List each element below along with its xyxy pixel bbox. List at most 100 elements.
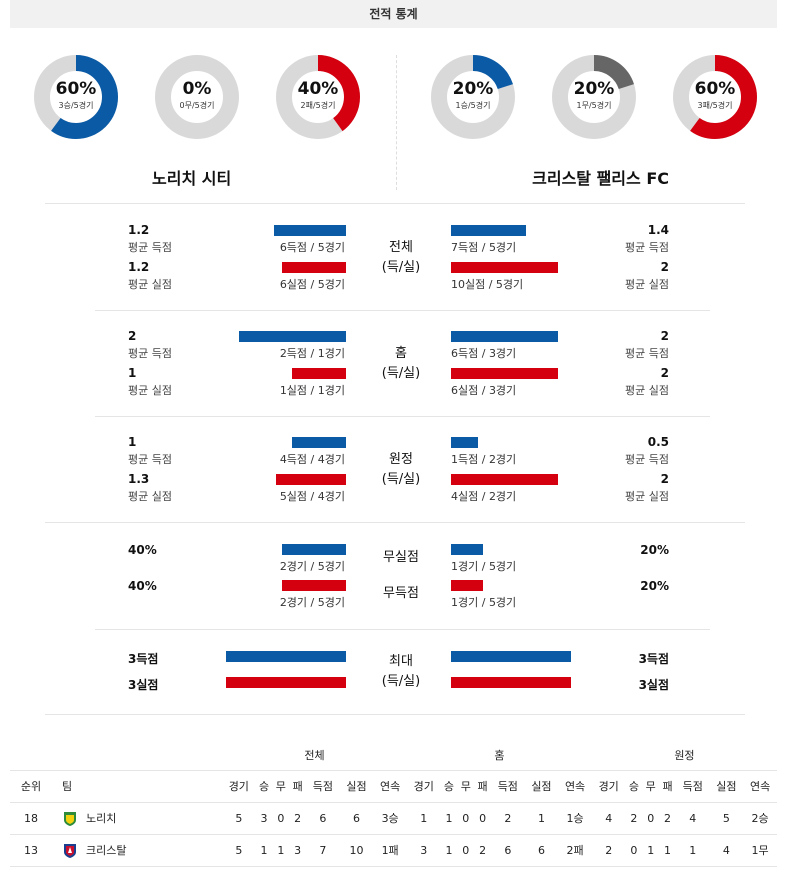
column-header: 팀: [52, 770, 222, 803]
stat-cell: 4: [709, 834, 744, 867]
stat-cell: 6: [339, 802, 374, 835]
away-scored-caption: 7득점 / 5경기: [451, 241, 517, 254]
table-row[interactable]: 13 크리스탈 5 1 1 3 7 10 1패 3 1 0 2 6 6 2패 2 0 1 1 1 4 1무: [10, 834, 777, 867]
donut-ring: [552, 55, 636, 139]
column-header: 실점: [524, 770, 559, 803]
home-conceded-bar: [282, 262, 346, 273]
column-header: 경기: [591, 770, 626, 803]
away-clean-sheet-pct: 20%: [640, 543, 669, 557]
column-header: 무: [272, 770, 290, 803]
stat-cell: 1: [406, 802, 441, 835]
donut-arc: [673, 55, 757, 139]
home-conceded-bar: [276, 474, 346, 485]
donut-ring: [155, 55, 239, 139]
section-subtitle: (득/실): [381, 260, 421, 275]
column-header: 득점: [491, 770, 525, 803]
home-max-scored: 3득점: [128, 652, 159, 666]
team-name[interactable]: 크리스탈: [86, 843, 127, 857]
home-team-name: 노리치 시티: [152, 169, 232, 188]
away-scored-bar: [451, 331, 558, 342]
donut-arc: [431, 55, 515, 139]
stat-cell: 3: [289, 834, 307, 867]
home-clean-sheet-caption: 2경기 / 5경기: [279, 560, 345, 573]
away-avg-scored: 0.5: [647, 435, 669, 449]
donut-caption: 0무/5경기: [179, 101, 215, 110]
home-scored-bar: [239, 331, 346, 342]
crystal-palace-crest-icon: [62, 843, 78, 859]
away-draw-donut: 20% 1무/5경기: [552, 55, 636, 139]
away-scored-bar: [451, 437, 478, 448]
donut-ring: [276, 55, 360, 139]
stat-cell: 4: [675, 802, 710, 835]
stat-cell: 3: [255, 802, 273, 835]
home-avg-scored-label: 평균 득점: [128, 241, 172, 254]
stat-cell: 1: [659, 834, 676, 867]
column-header: 연속: [743, 770, 777, 803]
donut-arc: [276, 55, 360, 139]
stat-cell: 1승: [558, 802, 592, 835]
home-scored-bar: [292, 437, 346, 448]
home-avg-conceded: 1: [128, 366, 137, 380]
away-avg-scored-label: 평균 득점: [625, 453, 669, 466]
table-row[interactable]: 18 노리치 5 3 0 2 6 6 3승 1 1 0 0 2 1 1승 4 2 0 2 4 5 2승: [10, 802, 777, 835]
away-max-conceded: 3실점: [638, 678, 669, 692]
team-cell: 크리스탈: [52, 834, 222, 867]
donut-caption: 3패/5경기: [697, 101, 733, 110]
team-name[interactable]: 노리치: [86, 811, 117, 825]
donut-percent: 0%: [182, 79, 212, 99]
stat-cell: 0: [625, 834, 643, 867]
stat-cell: 10: [339, 834, 374, 867]
home-failed-score-bar: [282, 580, 346, 591]
donut-percent: 60%: [55, 79, 97, 99]
home-avg-scored: 2: [128, 329, 137, 343]
column-header: 승: [255, 770, 273, 803]
donut-caption: 1승/5경기: [455, 101, 491, 110]
home-scored-bar: [274, 225, 346, 236]
home-avg-scored-label: 평균 득점: [128, 347, 172, 360]
column-header: 승: [625, 770, 643, 803]
away-avg-scored-label: 평균 득점: [625, 241, 669, 254]
home-avg-conceded-label: 평균 실점: [128, 278, 172, 291]
away-clean-sheet-caption: 1경기 / 5경기: [451, 560, 517, 573]
away-max-conceded-bar: [451, 677, 571, 688]
home-max-scored-bar: [226, 651, 346, 662]
away-conceded-bar: [451, 368, 558, 379]
column-header: 패: [474, 770, 491, 803]
stat-cell: 0: [457, 834, 475, 867]
away-failed-score-caption: 1경기 / 5경기: [451, 596, 517, 609]
stat-cell: 0: [272, 802, 290, 835]
stat-cell: 1패: [373, 834, 407, 867]
stat-cell: 6: [306, 802, 340, 835]
table-header-row: 순위 팀 경기 승 무 패 득점 실점 연속 경기 승 무 패 득점 실점 연속 경기 승 무 패 득점 실점 연속: [10, 770, 777, 803]
stat-cell: 5: [709, 802, 744, 835]
stat-cell: 0: [642, 802, 660, 835]
away-conceded-caption: 4실점 / 2경기: [451, 490, 517, 503]
divider: [45, 522, 745, 523]
away-scored-bar: [451, 225, 526, 236]
home-conceded-caption: 5실점 / 4경기: [279, 490, 345, 503]
away-scored-caption: 1득점 / 2경기: [451, 453, 517, 466]
home-avg-conceded: 1.2: [128, 260, 150, 274]
stat-cell: 1: [255, 834, 273, 867]
home-avg-conceded: 1.3: [128, 472, 150, 486]
away-failed-score-pct: 20%: [640, 579, 669, 593]
donut-percent: 20%: [573, 79, 615, 99]
stats-header: 전적 통계: [10, 0, 777, 28]
column-header: 무: [642, 770, 660, 803]
stat-cell: 4: [591, 802, 626, 835]
home-avg-conceded-label: 평균 실점: [128, 384, 172, 397]
away-avg-scored: 1.4: [647, 223, 669, 237]
home-clean-sheet-bar: [282, 544, 346, 555]
rank-cell: 18: [10, 802, 52, 835]
home-clean-sheet-pct: 40%: [128, 543, 157, 557]
stat-cell: 7: [306, 834, 340, 867]
away-conceded-bar: [451, 474, 558, 485]
section-title: 원정: [389, 452, 413, 467]
stat-cell: 2: [491, 802, 525, 835]
stat-cell: 1무: [743, 834, 777, 867]
home-failed-score-pct: 40%: [128, 579, 157, 593]
home-scored-caption: 4득점 / 4경기: [279, 453, 345, 466]
home-scored-caption: 2득점 / 1경기: [279, 347, 345, 360]
table-group-row: 전체 홈 원정: [10, 740, 777, 771]
stat-cell: 2승: [743, 802, 777, 835]
